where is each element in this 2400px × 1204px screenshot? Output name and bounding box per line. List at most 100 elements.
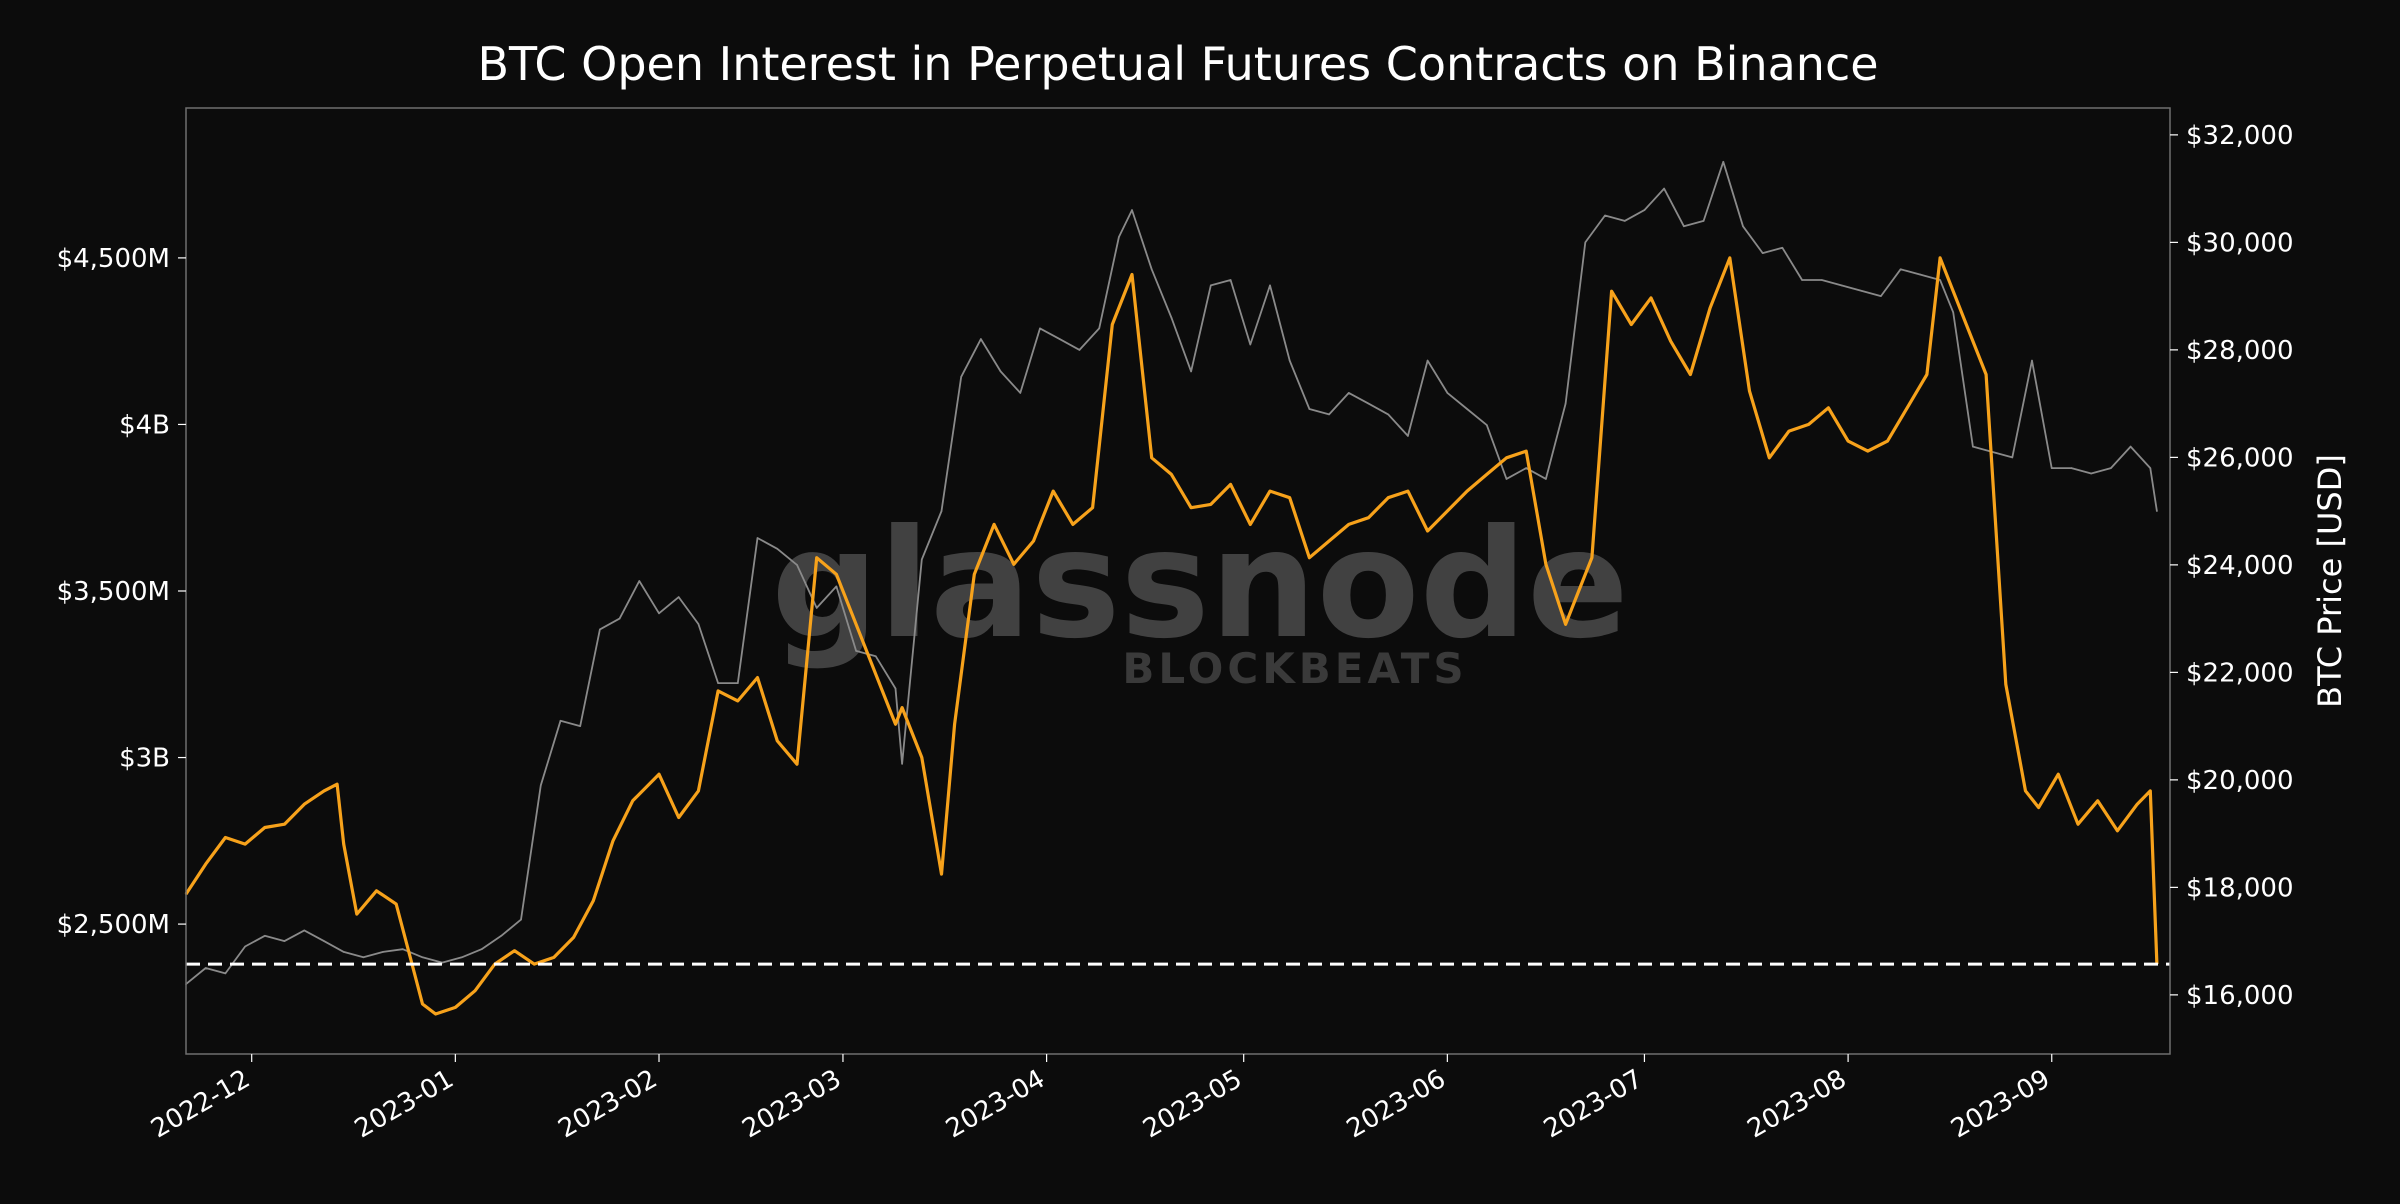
data-point [1052,490,1054,492]
data-point [921,756,923,759]
data-point [264,935,266,937]
data-point [244,945,246,948]
data-point [382,951,384,953]
watermark-sub-text: BLOCKBEATS [1122,644,1467,693]
data-point [697,623,700,625]
data-point [342,951,345,953]
data-point [1210,284,1212,287]
data-point [454,1006,457,1009]
data-point [1058,338,1061,340]
data-point [2110,467,2112,469]
left-tick-label: $4,500M [57,244,170,274]
data-point [717,682,719,684]
data-point [1919,273,1922,276]
data-point [1269,284,1271,287]
data-point [940,510,943,512]
data-point [1407,490,1409,492]
data-point [697,790,700,792]
data-point [1466,490,1468,492]
data-point [1098,327,1100,330]
data-point [592,900,595,902]
data-point [1525,450,1527,452]
watermark: glassnode BLOCKBEATS [771,498,1629,693]
data-point [677,596,680,598]
data-point [1348,392,1350,394]
right-tick-label: $26,000 [2186,443,2294,473]
data-point [960,376,962,378]
chart-title: BTC Open Interest in Perpetual Futures C… [477,37,1878,91]
data-point [612,840,614,842]
data-point [1886,440,1889,442]
data-point [1827,407,1830,409]
data-point [283,823,286,825]
data-point [1584,241,1587,244]
data-point [1019,392,1022,394]
data-point [1150,268,1153,271]
data-point [1039,327,1041,330]
data-point [1131,273,1133,276]
data-point [395,903,398,905]
data-point [421,956,424,959]
open-interest-series [184,256,2159,1016]
data-point [513,949,516,952]
data-point [2011,456,2014,459]
data-point [737,700,739,702]
data-point [1643,209,1646,211]
data-point [1972,445,1974,448]
data-point [1111,323,1114,326]
left-axis-ticks: $2,500M $3B $3,500M $4B $4,500M [57,244,186,940]
data-point [1669,340,1672,343]
data-point [1742,225,1744,228]
data-point [1525,467,1527,469]
left-tick-label: $4B [119,410,170,440]
data-point [1663,187,1665,190]
data-point [2096,800,2099,802]
data-point [1952,290,1954,293]
data-point [1722,161,1725,163]
data-point [796,763,798,765]
data-point [1880,295,1882,297]
data-point [2116,830,2119,832]
data-point [408,953,411,955]
right-tick-label: $16,000 [2186,981,2294,1011]
data-point [2031,359,2033,362]
left-tick-label: $3,500M [57,577,170,607]
data-point [323,940,325,942]
data-point [1466,408,1468,410]
data-point [303,929,306,932]
right-tick-label: $22,000 [2186,658,2294,688]
data-point [342,843,345,845]
data-point [1788,430,1790,432]
data-point [1709,307,1711,309]
data-point [796,564,798,566]
data-point [1118,236,1120,238]
data-point [1965,323,1968,326]
data-point [638,580,641,582]
plot-frame [185,107,2171,1055]
data-point [776,548,779,550]
data-point [579,725,581,727]
data-point [855,623,857,626]
data-point [1650,297,1652,299]
data-point [2149,467,2152,469]
data-point [835,573,838,576]
data-point [1387,413,1389,416]
data-point [815,556,818,559]
data-point [1486,473,1488,476]
data-point [1328,540,1330,542]
data-point [323,790,325,792]
data-point [1032,540,1035,542]
data-point [244,843,246,845]
data-point [572,936,575,939]
data-point [1801,279,1803,281]
data-point [1807,423,1810,426]
data-point [520,918,522,921]
data-point [1229,279,1232,281]
data-point [356,913,358,915]
data-point [402,948,404,950]
data-point [953,723,956,725]
data-point [553,956,555,959]
data-point [1623,220,1626,222]
data-point [999,370,1002,373]
